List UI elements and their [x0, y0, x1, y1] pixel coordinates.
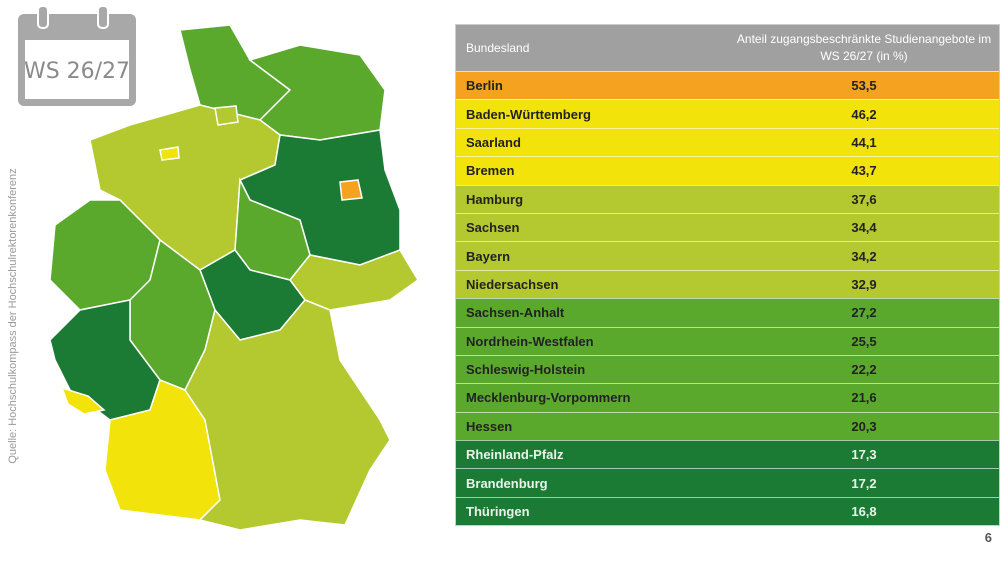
- state-value: 16,8: [851, 504, 877, 520]
- state-name: Hamburg: [466, 191, 524, 207]
- state-value: 34,2: [851, 248, 877, 264]
- table-header: Bundesland Anteil zugangsbeschränkte Stu…: [456, 25, 999, 71]
- state-name: Bayern: [466, 248, 511, 264]
- state-name: Rheinland-Pfalz: [466, 447, 564, 463]
- state-name: Schleswig-Holstein: [466, 362, 586, 378]
- table-body: Berlin 53,5 Baden-Württemberg 46,2 Saarland 4…: [456, 71, 999, 526]
- table-row: Sachsen 34,4: [456, 212, 999, 242]
- table-row: Bremen 43,7: [456, 156, 999, 185]
- state-name: Baden-Württemberg: [466, 106, 591, 122]
- table: Bundesland Anteil zugangsbeschränkte Stu…: [455, 24, 1000, 527]
- state-name: Saarland: [466, 134, 521, 150]
- page-number: 6: [984, 530, 992, 545]
- table-row: Schleswig-Holstein 22,2: [456, 354, 999, 384]
- state-bayern: [184, 299, 391, 531]
- state-name: Berlin: [466, 78, 503, 94]
- state-value: 17,2: [851, 475, 877, 491]
- table-row: Mecklenburg-Vorpommern 21,6: [456, 383, 999, 412]
- table-row: Bayern 34,2: [456, 241, 999, 270]
- state-value: 34,4: [851, 220, 877, 236]
- state-value: 37,6: [851, 191, 877, 207]
- source-note: Quelle: Hochschulkompass der Hochschulre…: [7, 168, 19, 464]
- state-name: Bremen: [466, 163, 515, 179]
- table-row: Nordrhein-Westfalen 25,5: [456, 326, 999, 355]
- state-name: Thüringen: [466, 504, 530, 520]
- state-bremen: [159, 146, 180, 161]
- state-name: Hessen: [466, 418, 513, 434]
- state-value: 44,1: [851, 134, 877, 150]
- state-value: 22,2: [851, 362, 877, 378]
- state-name: Nordrhein-Westfalen: [466, 333, 594, 349]
- header-cell: Anteil zugangsbeschränkte Studienangebot…: [736, 32, 992, 63]
- map: WS 26/27: [18, 5, 419, 531]
- header-cell: Bundesland: [466, 41, 530, 55]
- state-name: Sachsen: [466, 220, 520, 236]
- calendar-icon: WS 26/27: [18, 5, 136, 106]
- table-row: Sachsen-Anhalt 27,2: [456, 298, 999, 327]
- table-row: Brandenburg 17,2: [456, 468, 999, 497]
- state-value: 25,5: [851, 333, 877, 349]
- state-name: Mecklenburg-Vorpommern: [466, 390, 631, 406]
- table-row: Thüringen 16,8: [456, 496, 999, 526]
- state-value: 17,3: [851, 447, 877, 463]
- state-berlin: [339, 179, 363, 201]
- state-value: 32,9: [851, 276, 877, 292]
- badge: WS 26/27: [24, 59, 130, 84]
- state-name: Sachsen-Anhalt: [466, 305, 565, 321]
- table-row: Niedersachsen 32,9: [456, 269, 999, 299]
- state-value: 21,6: [851, 390, 877, 406]
- table-row: Saarland 44,1: [456, 127, 999, 157]
- state-value: 27,2: [851, 305, 877, 321]
- table-row: Hessen 20,3: [456, 411, 999, 441]
- state-hamburg: [214, 105, 239, 126]
- table-row: Baden-Württemberg 46,2: [456, 99, 999, 128]
- state-value: 53,5: [851, 78, 877, 94]
- state-value: 20,3: [851, 418, 877, 434]
- state-name: Brandenburg: [466, 475, 548, 491]
- state-name: Niedersachsen: [466, 276, 559, 292]
- table-row: Berlin 53,5: [456, 71, 999, 100]
- state-saarland: [60, 386, 106, 415]
- table-row: Hamburg 37,6: [456, 184, 999, 213]
- state-value: 43,7: [851, 163, 877, 179]
- state-value: 46,2: [851, 106, 877, 122]
- table-row: Rheinland-Pfalz 17,3: [456, 440, 999, 469]
